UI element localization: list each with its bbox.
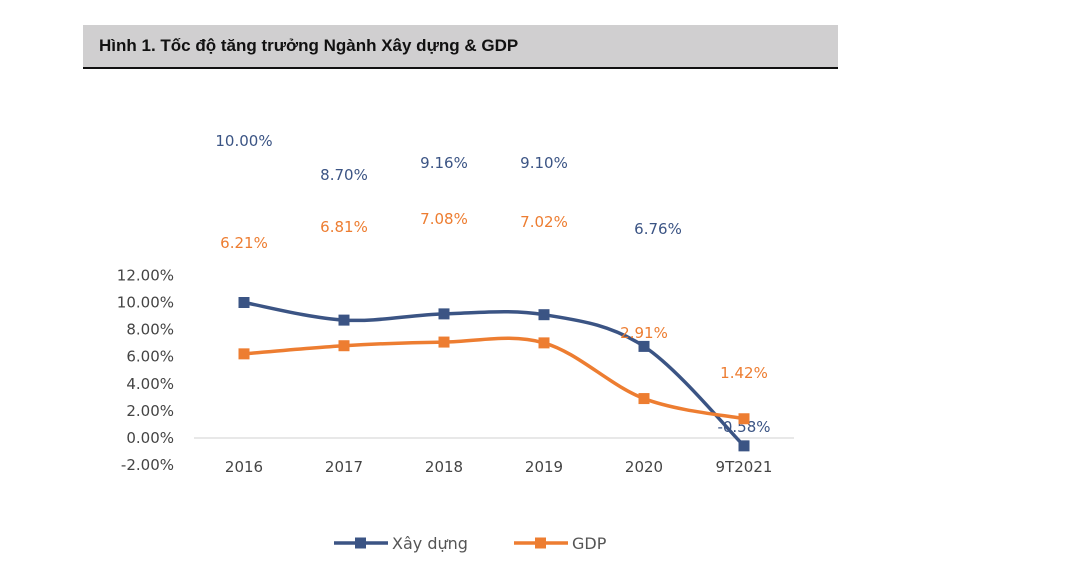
data-point-marker bbox=[438, 308, 450, 320]
data-point-marker bbox=[538, 337, 550, 349]
series-line-gdp bbox=[243, 336, 745, 421]
y-tick-label: 0.00% bbox=[126, 429, 174, 447]
legend-marker-swatch bbox=[355, 537, 366, 549]
data-label: 9.16% bbox=[420, 154, 468, 172]
data-label: 7.08% bbox=[420, 210, 468, 228]
y-tick-label: 6.00% bbox=[126, 348, 174, 366]
x-tick-label: 2017 bbox=[325, 458, 363, 476]
data-label: 1.42% bbox=[720, 364, 768, 382]
series-line-xay-dung bbox=[243, 300, 746, 448]
x-tick-label: 2016 bbox=[225, 458, 263, 476]
legend-marker-swatch bbox=[535, 537, 546, 549]
data-label: -0.58% bbox=[717, 418, 770, 436]
data-label: 6.21% bbox=[220, 234, 268, 252]
data-label: 8.70% bbox=[320, 166, 368, 184]
x-tick-label: 2018 bbox=[425, 458, 463, 476]
x-tick-label: 9T2021 bbox=[716, 458, 773, 476]
chart-title: Hình 1. Tốc độ tăng trưởng Ngành Xây dựn… bbox=[99, 36, 519, 55]
data-label: 9.10% bbox=[520, 154, 568, 172]
data-point-marker bbox=[638, 393, 650, 405]
data-point-marker bbox=[338, 340, 350, 352]
data-point-marker bbox=[238, 348, 250, 360]
data-point-marker bbox=[338, 314, 350, 326]
data-point-marker bbox=[538, 309, 550, 321]
data-point-marker bbox=[638, 340, 650, 352]
data-label: 2.91% bbox=[620, 324, 668, 342]
y-tick-label: 4.00% bbox=[126, 375, 174, 393]
data-point-marker bbox=[238, 297, 250, 308]
data-label: 6.81% bbox=[320, 218, 368, 236]
data-label: 10.00% bbox=[215, 132, 272, 150]
figure-title-bar: Hình 1. Tốc độ tăng trưởng Ngành Xây dựn… bbox=[83, 25, 838, 69]
data-point-marker bbox=[438, 336, 450, 348]
data-point-marker bbox=[738, 440, 750, 452]
y-tick-label: -2.00% bbox=[121, 456, 174, 474]
x-tick-label: 2020 bbox=[625, 458, 663, 476]
y-tick-label: 10.00% bbox=[117, 294, 174, 312]
y-tick-label: 2.00% bbox=[126, 402, 174, 420]
data-point-marker bbox=[738, 413, 750, 425]
data-label: 7.02% bbox=[520, 213, 568, 231]
legend-label: GDP bbox=[572, 534, 607, 553]
legend-label: Xây dựng bbox=[392, 534, 468, 553]
y-tick-label: 8.00% bbox=[126, 321, 174, 339]
y-tick-label: 12.00% bbox=[117, 266, 174, 284]
x-tick-label: 2019 bbox=[525, 458, 563, 476]
data-label: 6.76% bbox=[634, 220, 682, 238]
